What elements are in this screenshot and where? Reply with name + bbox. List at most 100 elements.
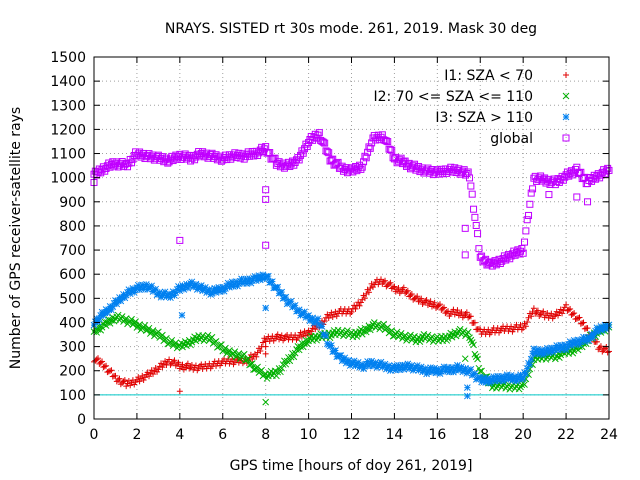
data-point (151, 368, 158, 375)
x-tick-label: 4 (175, 427, 184, 443)
data-point (139, 372, 146, 379)
data-point (527, 355, 535, 363)
data-point (321, 139, 329, 147)
data-point (584, 325, 591, 332)
data-point (105, 368, 112, 375)
legend-marker (562, 134, 570, 142)
data-point (463, 309, 470, 316)
data-point (386, 146, 394, 154)
data-point (145, 324, 153, 332)
data-point (254, 363, 261, 371)
data-point (325, 315, 332, 322)
data-point (291, 349, 299, 357)
data-point (150, 371, 157, 378)
data-point (136, 321, 143, 328)
data-point (155, 366, 162, 373)
data-point (519, 374, 527, 382)
data-point (400, 284, 407, 291)
data-point (476, 367, 484, 375)
data-point (103, 362, 110, 369)
data-point (277, 368, 284, 376)
data-point (296, 332, 303, 339)
data-point (155, 328, 162, 336)
data-point (485, 326, 492, 333)
data-point (361, 295, 368, 302)
data-point (357, 299, 364, 306)
data-point (298, 339, 306, 347)
data-point (120, 378, 127, 385)
data-point (253, 353, 260, 360)
data-point (128, 159, 136, 167)
data-point (261, 335, 268, 342)
data-point (175, 359, 182, 366)
outlier-point (584, 198, 592, 206)
data-point (360, 292, 367, 299)
data-point (322, 332, 330, 340)
y-tick-label: 0 (77, 412, 86, 428)
data-point (127, 382, 134, 389)
data-point (297, 329, 304, 336)
data-point (604, 349, 611, 356)
data-point (148, 367, 155, 374)
data-point (328, 342, 335, 349)
y-tick-label: 1200 (50, 122, 86, 138)
data-point (332, 347, 339, 354)
data-point (259, 339, 266, 346)
data-point (418, 295, 425, 302)
data-point (475, 245, 483, 253)
data-point (382, 277, 389, 284)
outlier-point (262, 343, 269, 350)
outlier-point (464, 384, 471, 391)
y-ticks: 0 100 200 300 400 500 600 700 800 900 1000 1100 1200… (50, 50, 609, 428)
data-point (380, 320, 388, 328)
data-point (124, 163, 132, 171)
data-point (571, 310, 578, 317)
data-point (529, 185, 537, 193)
data-point (122, 315, 130, 322)
data-point (548, 310, 555, 317)
data-point (113, 300, 121, 308)
y-tick-label: 200 (59, 364, 86, 380)
data-point (226, 347, 233, 354)
data-point (132, 318, 139, 325)
data-point (573, 315, 580, 322)
outlier-point (573, 193, 581, 201)
data-point (467, 182, 475, 190)
x-ticks: 0 2 4 6 8 10 12 14 16 18 20 22 24 (90, 57, 618, 443)
data-point (147, 370, 154, 377)
data-point (445, 308, 452, 315)
data-point (471, 319, 478, 326)
data-point (435, 302, 442, 309)
data-point (166, 356, 173, 363)
y-axis-label: Number of GPS receiver-satellite rays (8, 107, 24, 369)
data-point (580, 319, 587, 326)
data-point (577, 320, 584, 327)
data-point (563, 301, 570, 308)
data-point (319, 138, 327, 146)
x-tick-label: 18 (471, 427, 489, 443)
data-point (282, 333, 289, 340)
data-point (133, 376, 140, 383)
data-point (432, 304, 439, 311)
outlier-point (176, 388, 183, 395)
data-point (141, 321, 149, 329)
y-tick-label: 1000 (50, 171, 86, 187)
data-point (522, 370, 530, 378)
data-point (470, 205, 478, 213)
data-point (325, 149, 333, 157)
y-tick-label: 800 (59, 219, 86, 235)
data-point (358, 163, 366, 171)
data-point (380, 278, 387, 285)
data-point (162, 358, 169, 365)
data-point (443, 308, 450, 315)
data-point (465, 314, 472, 321)
data-point (254, 349, 261, 356)
data-point (257, 347, 264, 354)
data-point (523, 216, 531, 224)
y-tick-label: 300 (59, 340, 86, 356)
data-point (522, 227, 530, 235)
data-point (521, 381, 528, 388)
data-point (468, 190, 476, 198)
data-point (109, 373, 116, 380)
data-point (408, 291, 415, 298)
